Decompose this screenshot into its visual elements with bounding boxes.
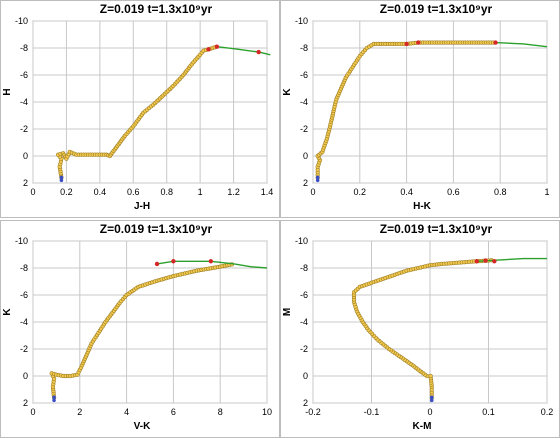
x-axis-label: K-M bbox=[413, 421, 432, 432]
x-tick-label: 2 bbox=[77, 407, 82, 417]
y-tick-label: -10 bbox=[295, 236, 308, 246]
y-tick-label: 0 bbox=[303, 151, 308, 161]
model-point bbox=[428, 373, 433, 379]
red-point bbox=[154, 261, 160, 267]
x-tick-label: 0.2 bbox=[541, 407, 554, 417]
red-point bbox=[492, 259, 497, 264]
y-tick-label: -2 bbox=[300, 344, 308, 354]
x-axis-label: V-K bbox=[134, 421, 151, 432]
x-axis-label: J-H bbox=[134, 201, 150, 212]
blue-point bbox=[315, 175, 320, 180]
y-tick-label: -10 bbox=[15, 236, 28, 246]
red-point bbox=[416, 40, 421, 45]
y-tick-label: 2 bbox=[23, 178, 28, 188]
y-tick-label: -8 bbox=[300, 43, 308, 53]
x-tick-label: 10 bbox=[262, 407, 272, 417]
y-tick-label: -4 bbox=[300, 97, 308, 107]
x-tick-label: 1 bbox=[544, 187, 549, 197]
y-tick-label: 2 bbox=[303, 178, 308, 188]
y-tick-label: -4 bbox=[20, 317, 28, 327]
y-tick-label: -2 bbox=[20, 124, 28, 134]
chart-panel-km-m: -0.2 -0.1 0 0.1 0.2 -10 -8 -6 -4 -2 0 2 Z=0.019 t=1.… bbox=[280, 220, 560, 438]
red-point bbox=[214, 44, 220, 49]
x-tick-label: 1.4 bbox=[261, 187, 274, 197]
y-tick-label: 2 bbox=[23, 398, 28, 408]
y-axis-label: K bbox=[282, 88, 293, 96]
y-tick-label: -10 bbox=[295, 16, 308, 26]
agb-track-line bbox=[216, 46, 271, 56]
y-tick-label: -8 bbox=[300, 263, 308, 273]
chart-panel-hk-k: 0 0.2 0.4 0.6 0.8 1 -10 -8 -6 -4 -2 0 2 Z=0.019 t=1.3… bbox=[280, 0, 560, 218]
x-tick-label: 6 bbox=[171, 407, 176, 417]
x-tick-label: 0.4 bbox=[94, 187, 107, 197]
y-tick-label: -4 bbox=[20, 97, 28, 107]
agb-track-line bbox=[234, 263, 268, 269]
y-tick-label: -6 bbox=[20, 70, 28, 80]
red-point bbox=[206, 47, 211, 52]
x-tick-label: 0.1 bbox=[482, 407, 495, 417]
red-point bbox=[256, 49, 261, 55]
chart-title: Z=0.019 t=1.3x10⁹yr bbox=[100, 2, 213, 16]
blue-point bbox=[52, 398, 56, 403]
red-point bbox=[483, 258, 488, 263]
agb-track-line bbox=[495, 41, 548, 48]
y-axis-label: H bbox=[2, 88, 13, 95]
y-axis-label: K bbox=[2, 308, 13, 316]
x-axis-label: H-K bbox=[413, 201, 432, 212]
y-tick-label: -6 bbox=[300, 70, 308, 80]
y-tick-label: -6 bbox=[20, 290, 28, 300]
y-tick-label: -2 bbox=[300, 124, 308, 134]
x-tick-label: 0.2 bbox=[354, 187, 367, 197]
chart-svg: 0 0.2 0.4 0.6 0.8 1 1.2 1.4-10-8-6-4-202Z=0.019… bbox=[2, 2, 274, 212]
agb-track-line bbox=[476, 257, 547, 262]
y-tick-label: -6 bbox=[300, 290, 308, 300]
y-tick-label: 0 bbox=[23, 151, 28, 161]
y-tick-label: -2 bbox=[20, 344, 28, 354]
x-tick-label: 0.2 bbox=[60, 187, 73, 197]
x-tick-label: 0.4 bbox=[400, 187, 413, 197]
x-tick-label: 1 bbox=[198, 187, 203, 197]
x-tick-label: 0 bbox=[30, 407, 35, 417]
chart-title: Z=0.019 t=1.3x10⁹yr bbox=[380, 222, 493, 236]
agb-track-line bbox=[156, 260, 235, 265]
y-tick-label: 0 bbox=[23, 371, 28, 381]
chart-panel-jh-h: 0 0.2 0.4 0.6 0.8 1 1.2 1.4 -10 -8 -6 -4 -2 0 2 Z=0.019… bbox=[0, 0, 280, 218]
chart-title: Z=0.019 t=1.3x10⁹yr bbox=[380, 2, 493, 16]
y-tick-label: -8 bbox=[20, 43, 28, 53]
blue-point bbox=[315, 178, 320, 183]
chart-svg: -0.2 -0.1 0 0.1 0.2 -10 -8 -6 -4 -2 0 2 Z=0.019 t=1.… bbox=[282, 222, 554, 432]
x-tick-label: -0.2 bbox=[305, 407, 321, 417]
blue-point bbox=[59, 175, 64, 180]
blue-point bbox=[52, 395, 56, 400]
red-point bbox=[493, 40, 498, 45]
red-point bbox=[404, 41, 409, 47]
blue-point bbox=[429, 395, 434, 400]
x-tick-label: 1.2 bbox=[227, 187, 240, 197]
x-tick-label: 4 bbox=[124, 407, 129, 417]
red-point bbox=[474, 259, 479, 264]
x-tick-label: 0 bbox=[427, 407, 432, 417]
y-axis-label: M bbox=[282, 308, 293, 316]
y-tick-label: -10 bbox=[15, 16, 28, 26]
y-tick-label: -8 bbox=[20, 263, 28, 273]
y-tick-label: -4 bbox=[300, 317, 308, 327]
y-tick-label: 0 bbox=[303, 371, 308, 381]
chart-title: Z=0.019 t=1.3x10⁹yr bbox=[100, 222, 213, 236]
y-tick-label: 2 bbox=[303, 398, 308, 408]
blue-point bbox=[59, 178, 64, 183]
x-tick-label: 0.6 bbox=[127, 187, 140, 197]
x-tick-label: 0 bbox=[30, 187, 35, 197]
x-tick-label: 8 bbox=[218, 407, 223, 417]
red-point bbox=[171, 259, 176, 264]
x-tick-label: -0.1 bbox=[364, 407, 380, 417]
x-tick-label: 0.6 bbox=[447, 187, 460, 197]
x-tick-label: 0 bbox=[310, 187, 315, 197]
chart-panel-vk-k: 0 2 4 6 8 10 -10 -8 -6 -4 -2 0 2 Z=0.019 t=1.3x10⁹yr V… bbox=[0, 220, 280, 438]
blue-point bbox=[429, 398, 434, 403]
x-tick-label: 0.8 bbox=[494, 187, 507, 197]
x-tick-label: 0.8 bbox=[160, 187, 173, 197]
red-point bbox=[208, 259, 214, 264]
